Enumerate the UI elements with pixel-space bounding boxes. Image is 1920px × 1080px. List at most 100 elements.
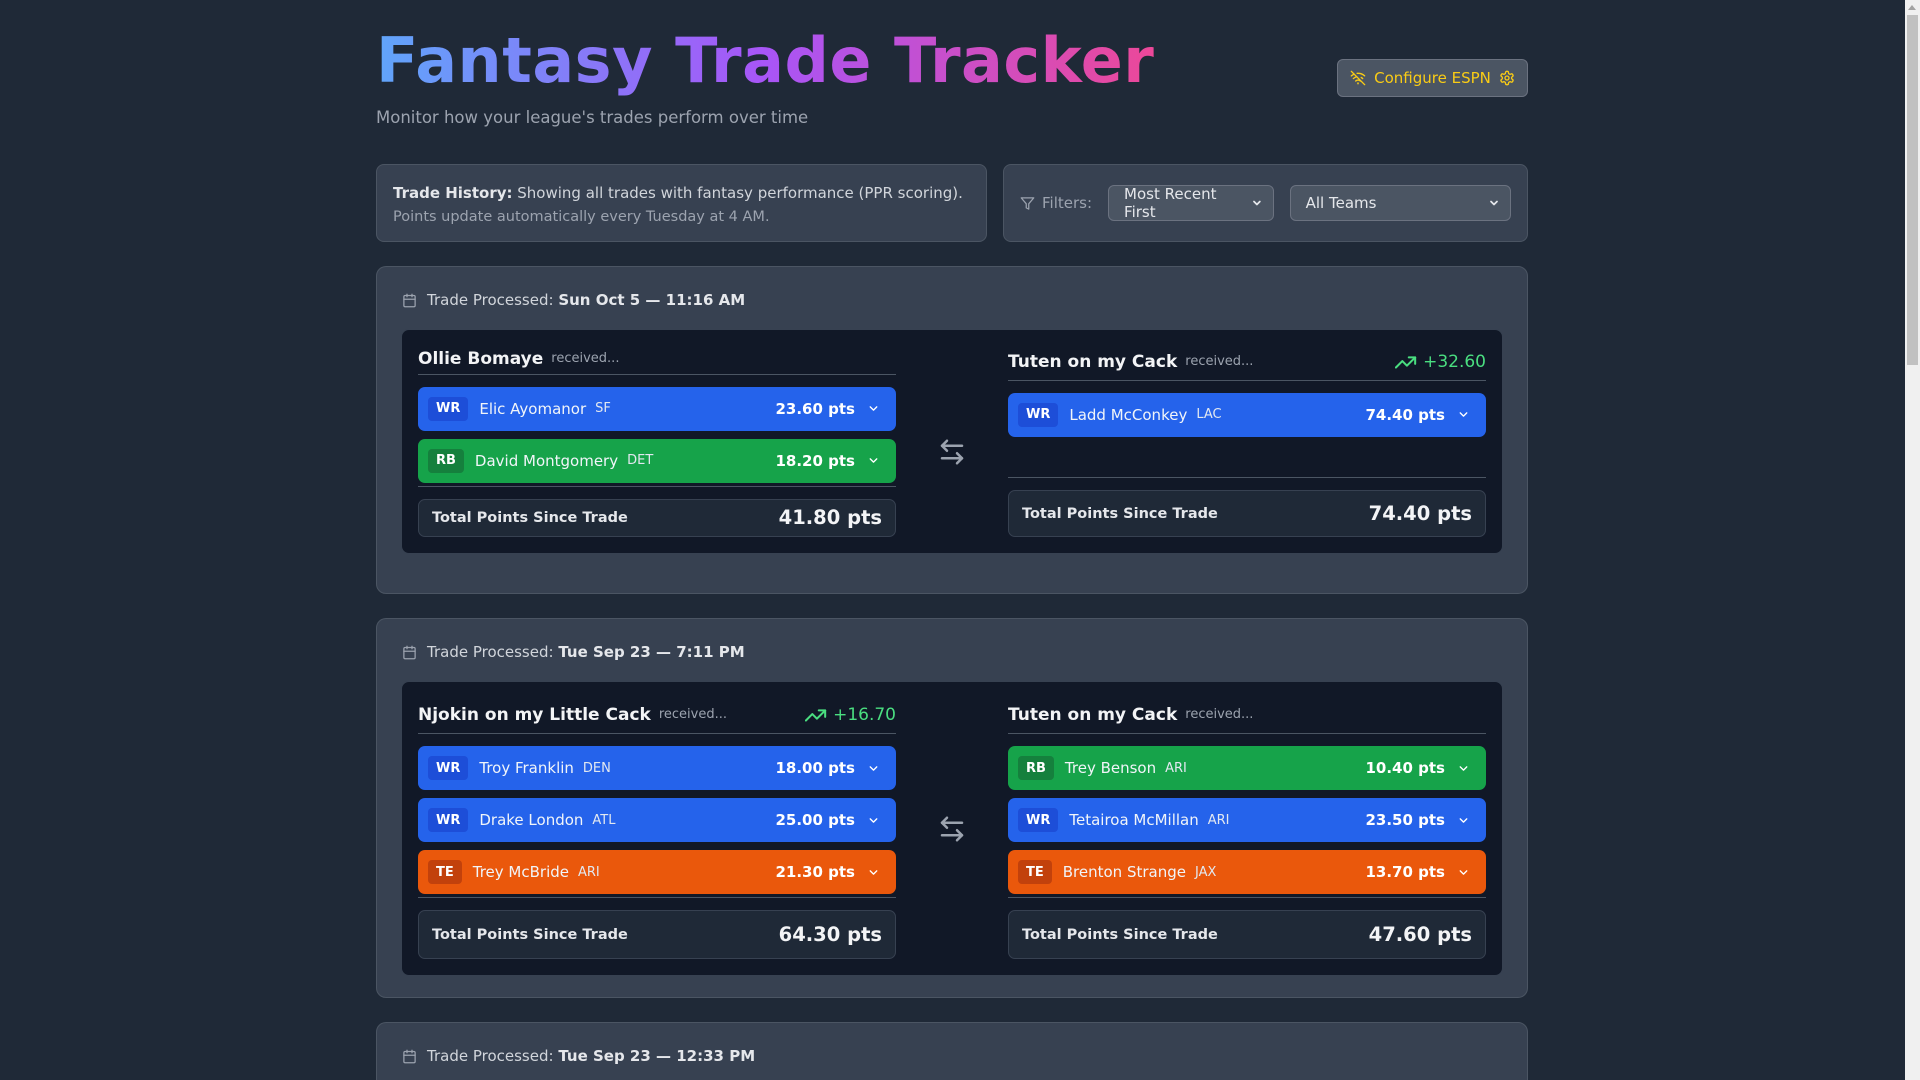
position-badge: WR [1018,402,1059,427]
chevron-down-icon [1490,200,1498,206]
gear-icon [1500,70,1514,86]
sort-select[interactable]: Most Recent First [1108,185,1274,221]
trade-side-left: Njokin on my Little Cack received... +16… [418,698,896,959]
player-row[interactable]: TE Brenton Strange JAX 13.70 pts [1008,850,1486,895]
total-points-label: Total Points Since Trade [432,926,628,943]
trade-processed-label: Trade Processed: [427,643,554,661]
filters-label: Filters: [1042,194,1093,212]
trade-processed-date: Sun Oct 5 — 11:16 AM [558,291,746,309]
trade-processed-date: Tue Sep 23 — 7:11 PM [558,643,745,661]
nfl-team: ARI [1207,812,1230,828]
point-differential: +16.70 [805,705,896,725]
position-badge: TE [428,860,462,885]
received-label: received... [1185,707,1254,723]
trade-processed-header: Trade Processed: Tue Sep 23 — 7:11 PM [401,619,1503,681]
info-label: Trade History: [393,184,513,202]
chevron-down-icon [1459,765,1468,771]
chevron-down-icon [1459,817,1468,823]
nfl-team: LAC [1196,407,1222,423]
info-update-note: Points update automatically every Tuesda… [393,209,770,225]
team-name: Tuten on my Cack [1008,704,1178,725]
wifi-off-icon [1350,70,1366,86]
chevron-down-icon [1459,412,1468,417]
players-list: WR Elic Ayomanor SF 23.60 pts RB David M… [418,375,896,486]
point-differential: +32.60 [1395,352,1486,372]
player-row[interactable]: WR Ladd McConkey LAC 74.40 pts [1008,392,1486,437]
scrollbar-thumb[interactable] [1907,15,1918,365]
trade-processed-date: Tue Sep 23 — 12:33 PM [558,1047,756,1065]
team-name: Njokin on my Little Cack [418,704,651,725]
player-points: 18.00 pts [775,759,855,778]
player-name: Drake London [479,811,584,830]
trade-card: Trade Processed: Tue Sep 23 — 12:33 PM [376,1022,1528,1080]
player-row[interactable]: WR Drake London ATL 25.00 pts [418,798,896,843]
position-badge: TE [1018,860,1052,885]
swap-arrows-icon [940,439,964,465]
calendar-icon [403,1049,416,1063]
player-points: 18.20 pts [775,451,855,470]
info-text: Showing all trades with fantasy performa… [512,184,963,202]
position-badge: WR [428,808,469,833]
trade-details: Njokin on my Little Cack received... +16… [401,681,1503,976]
total-points: Total Points Since Trade 64.30 pts [418,910,896,959]
player-row[interactable]: WR Troy Franklin DEN 18.00 pts [418,746,896,791]
trending-up-icon [805,709,827,722]
trade-side-right: Tuten on my Cack received... RB Trey Ben… [1008,698,1486,959]
team-name: Tuten on my Cack [1008,351,1178,372]
page-scrollbar[interactable] [1905,0,1920,1080]
player-name: Trey McBride [472,863,569,882]
page: Fantasy Trade Tracker Monitor how your l… [376,0,1528,1080]
player-name: Tetairoa McMillan [1069,811,1199,830]
trade-card: Trade Processed: Tue Sep 23 — 7:11 PM Nj… [376,618,1528,998]
point-differential-value: +16.70 [833,704,896,725]
trending-up-icon [1395,356,1417,369]
team-name: Ollie Bomaye [418,348,544,369]
configure-espn-label: Configure ESPN [1374,69,1491,87]
player-row[interactable]: WR Elic Ayomanor SF 23.60 pts [418,386,896,431]
nfl-team: DEN [582,760,611,776]
team-select[interactable]: All Teams [1289,185,1511,221]
player-points: 74.40 pts [1365,405,1445,424]
received-label: received... [551,351,620,367]
chevron-down-icon [1252,200,1261,206]
calendar-icon [403,645,416,659]
trade-side-right: Tuten on my Cack received... +32.60 WR L… [1008,346,1486,537]
nfl-team: JAX [1194,864,1217,880]
position-badge: WR [428,396,469,421]
player-row[interactable]: RB Trey Benson ARI 10.40 pts [1008,746,1486,791]
filter-icon [1020,196,1035,210]
player-row[interactable]: WR Tetairoa McMillan ARI 23.50 pts [1008,798,1486,843]
chevron-down-icon [869,458,878,464]
player-row[interactable]: RB David Montgomery DET 18.20 pts [418,438,896,483]
players-list: WR Troy Franklin DEN 18.00 pts WR Drake … [418,734,896,897]
chevron-down-icon [869,869,878,875]
player-row[interactable]: TE Trey McBride ARI 21.30 pts [418,850,896,895]
total-points-value: 64.30 pts [778,923,882,947]
trade-details: Ollie Bomaye received... WR Elic Ayomano… [401,329,1503,554]
trade-processed-label: Trade Processed: [427,1047,554,1065]
total-points: Total Points Since Trade 41.80 pts [418,498,896,537]
chevron-down-icon [869,765,878,771]
trade-side-left: Ollie Bomaye received... WR Elic Ayomano… [418,346,896,537]
total-points-label: Total Points Since Trade [1022,926,1218,943]
players-list: WR Ladd McConkey LAC 74.40 pts [1008,381,1486,478]
header: Fantasy Trade Tracker Monitor how your l… [376,0,1528,164]
swap-arrows-icon [940,816,964,842]
players-list: RB Trey Benson ARI 10.40 pts WR Tetairoa… [1008,734,1486,897]
player-name: Elic Ayomanor [479,399,587,418]
configure-espn-button[interactable]: Configure ESPN [1337,59,1528,97]
info-row: Trade History: Showing all trades with f… [376,164,1528,242]
trade-history-info: Trade History: Showing all trades with f… [376,164,987,242]
player-name: Ladd McConkey [1069,405,1188,424]
divider [418,897,896,899]
calendar-icon [403,293,416,307]
trade-card: Trade Processed: Sun Oct 5 — 11:16 AM Ol… [376,266,1528,594]
scroll-up-arrow-icon[interactable] [1908,5,1916,10]
page-subtitle: Monitor how your league's trades perform… [376,108,809,127]
team-select-value: All Teams [1305,194,1377,212]
chevron-down-icon [869,406,878,412]
chevron-down-icon [1459,869,1468,875]
player-points: 23.60 pts [775,399,855,418]
total-points-value: 47.60 pts [1368,923,1472,947]
position-badge: WR [428,756,469,781]
